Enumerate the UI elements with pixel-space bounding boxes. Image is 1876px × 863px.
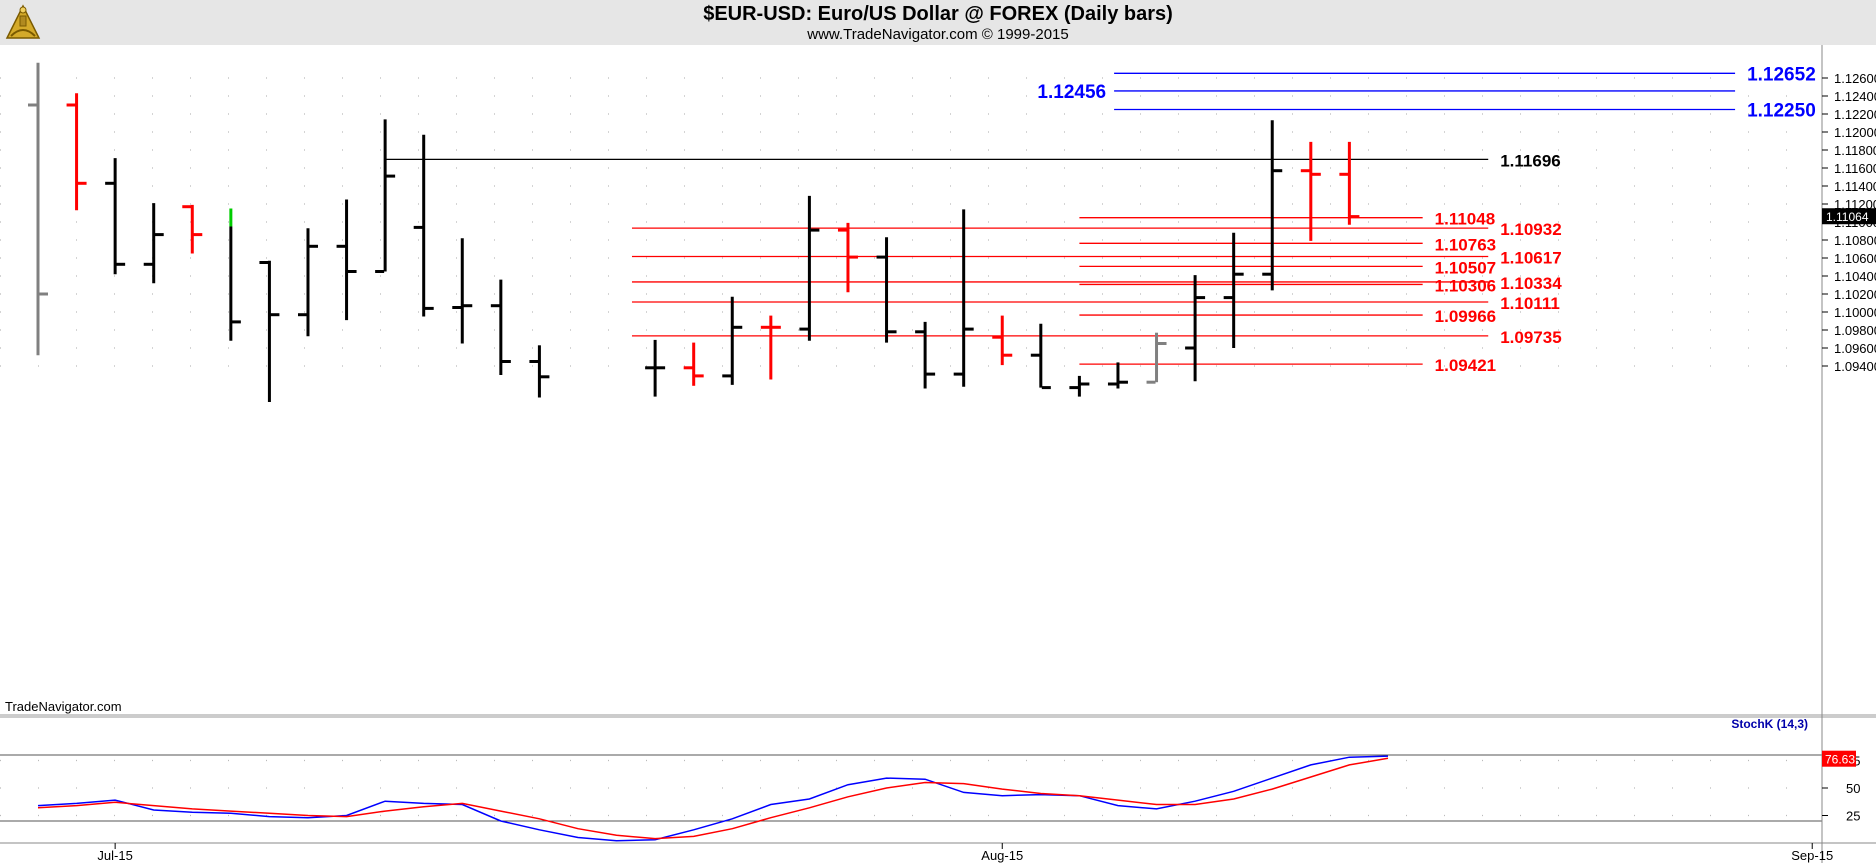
ohlc-bar — [105, 158, 126, 275]
chart-header — [0, 0, 1876, 45]
ohlc-bar — [876, 237, 897, 343]
y-tick-label: 1.11600 — [1834, 161, 1876, 176]
ohlc-bars — [28, 62, 1360, 402]
ohlc-bar — [490, 279, 511, 375]
ohlc-bar — [1146, 332, 1167, 384]
ohlc-bar — [722, 296, 743, 385]
ohlc-bar — [1185, 275, 1206, 382]
level-label: 1.11696 — [1500, 151, 1561, 170]
x-tick-label: Sep-15 — [1791, 848, 1833, 863]
stoch-last-label: 76.63 — [1825, 753, 1855, 767]
level-label: 1.10507 — [1435, 258, 1496, 277]
level-label: 1.09421 — [1435, 356, 1496, 375]
level-label: 1.09735 — [1500, 328, 1561, 347]
ohlc-bar — [297, 228, 318, 337]
y-tick-label: 1.12000 — [1834, 125, 1876, 140]
stoch-last-box — [1822, 750, 1856, 767]
ohlc-bar — [66, 93, 87, 211]
ohlc-bar — [529, 345, 550, 398]
watermark-text: TradeNavigator.com — [5, 699, 122, 714]
level-label: 1.10617 — [1500, 248, 1561, 267]
price-plot-area — [0, 45, 1822, 714]
y-tick-label: 1.09800 — [1834, 323, 1876, 338]
stoch-legend: StochK (14,3) — [1731, 717, 1808, 731]
ohlc-bar — [259, 260, 280, 402]
last-price-box — [1822, 208, 1876, 225]
y-tick-label: 1.09400 — [1834, 359, 1876, 374]
stoch-line-D — [37, 757, 1389, 840]
ohlc-bar — [1262, 120, 1283, 291]
y-tick-label: 1.10600 — [1834, 251, 1876, 266]
price-panel: 1.12652 1.12456 1.12250 1.11696 1.110481.109… — [0, 45, 1876, 718]
stochastic-panel: StochK (14,3) — [0, 717, 1822, 842]
ohlc-bar — [1030, 323, 1051, 390]
ohlc-bar — [452, 238, 473, 344]
level-label: 1.09966 — [1435, 307, 1496, 326]
ohlc-bar — [143, 203, 164, 284]
level-label: 1.12652 — [1747, 64, 1816, 85]
y-tick-label: 1.09600 — [1834, 341, 1876, 356]
ohlc-bar — [182, 204, 203, 254]
y-tick-label: 1.10200 — [1834, 287, 1876, 302]
ohlc-bar — [915, 321, 936, 389]
stoch-tick-label: 25 — [1846, 809, 1860, 824]
stoch-tick-label: 50 — [1846, 781, 1860, 796]
level-label: 1.10306 — [1435, 276, 1496, 295]
level-label: 1.12456 — [1037, 82, 1106, 103]
ohlc-bar — [28, 62, 48, 356]
ohlc-bar — [799, 195, 820, 341]
stoch-line-K — [37, 755, 1389, 842]
y-tick-label: 1.10000 — [1834, 305, 1876, 320]
level-label: 1.12250 — [1747, 101, 1816, 122]
ohlc-bar — [837, 222, 858, 293]
level-label: 1.11048 — [1435, 210, 1496, 229]
x-tick-label: Aug-15 — [981, 848, 1023, 863]
chart-subtitle: www.TradeNavigator.com © 1999-2015 — [807, 26, 1069, 43]
ohlc-bar — [760, 315, 781, 380]
x-tick-label: Jul-15 — [97, 848, 132, 863]
ohlc-bar — [1107, 362, 1128, 389]
ohlc-bar — [413, 134, 434, 317]
y-tick-label: 1.12600 — [1834, 71, 1876, 86]
ohlc-bar — [375, 119, 396, 273]
y-tick-label: 1.10800 — [1834, 233, 1876, 248]
ohlc-bar — [336, 199, 357, 321]
ohlc-bar — [1339, 141, 1360, 225]
ohlc-bar — [1223, 232, 1244, 348]
ohlc-bar — [683, 342, 704, 386]
ohlc-bar — [992, 315, 1013, 366]
chart-title: $EUR-USD: Euro/US Dollar @ FOREX (Daily … — [703, 3, 1173, 25]
y-tick-label: 1.11400 — [1834, 179, 1876, 194]
ohlc-bar — [645, 339, 666, 397]
ohlc-bar — [1300, 141, 1321, 241]
level-label: 1.10763 — [1435, 235, 1496, 254]
y-tick-label: 1.10400 — [1834, 269, 1876, 284]
stoch-lines — [37, 755, 1389, 842]
sextant-logo-icon — [5, 4, 41, 39]
ohlc-bar — [953, 209, 974, 387]
y-tick-label: 1.12200 — [1834, 107, 1876, 122]
ohlc-bar — [229, 208, 241, 341]
axes: 1.12600 1.12400 1.12200 1.12000 1.11800 1.116… — [0, 45, 1876, 863]
last-price-label: 1.11064 — [1826, 210, 1869, 224]
ohlc-bar — [1069, 375, 1090, 397]
level-label: 1.10111 — [1500, 294, 1560, 313]
level-label: 1.10932 — [1500, 220, 1561, 239]
level-label: 1.10334 — [1500, 274, 1562, 293]
y-tick-label: 1.11800 — [1834, 143, 1876, 158]
y-tick-label: 1.12400 — [1834, 89, 1876, 104]
